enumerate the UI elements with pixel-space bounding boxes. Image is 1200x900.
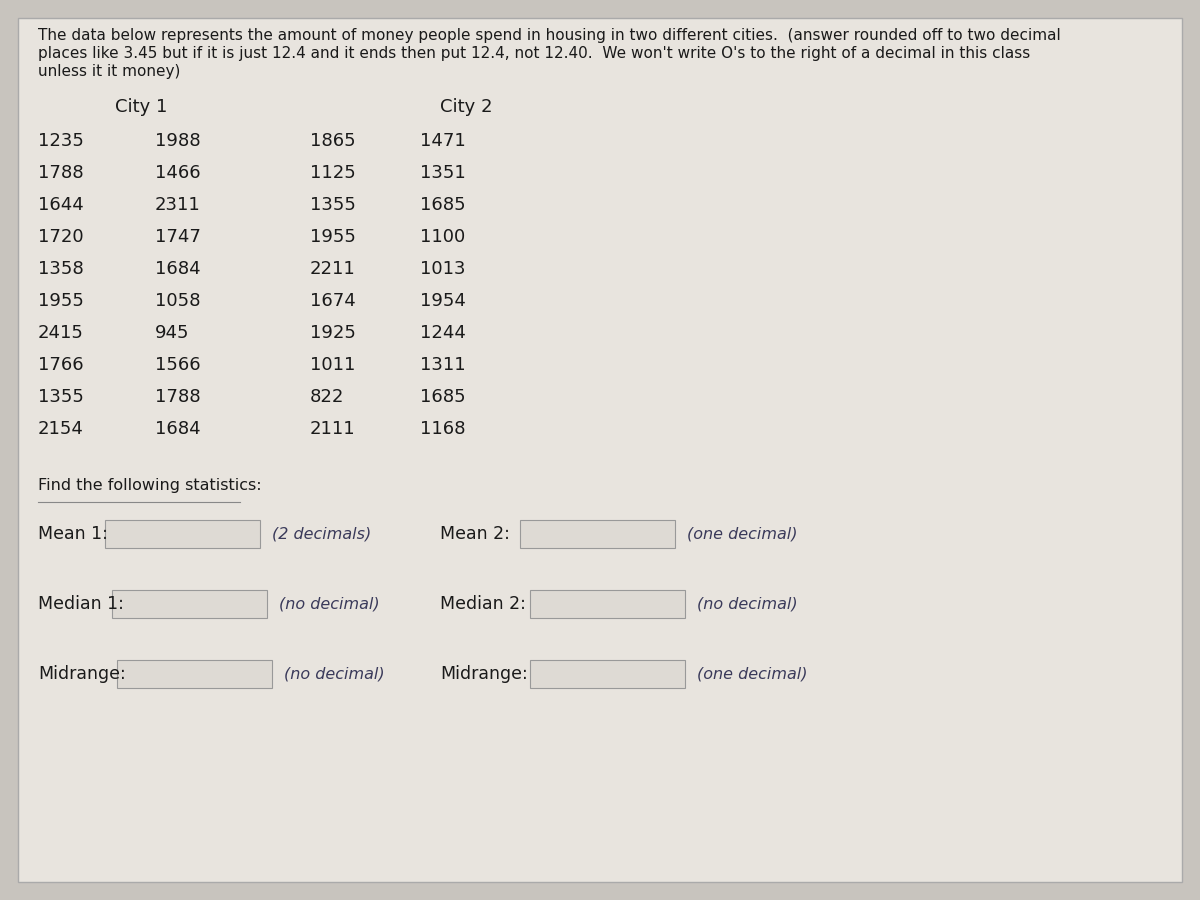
Text: (one decimal): (one decimal) — [697, 667, 808, 681]
Text: Median 2:: Median 2: — [440, 595, 526, 613]
Text: 2154: 2154 — [38, 420, 84, 438]
Text: 1355: 1355 — [310, 196, 356, 214]
Text: 2111: 2111 — [310, 420, 355, 438]
Text: 1471: 1471 — [420, 132, 466, 150]
Text: 1788: 1788 — [155, 388, 200, 406]
Text: 1058: 1058 — [155, 292, 200, 310]
Text: 1685: 1685 — [420, 196, 466, 214]
Text: 1125: 1125 — [310, 164, 355, 182]
Text: 2311: 2311 — [155, 196, 200, 214]
Bar — [112, 590, 266, 618]
Bar — [520, 520, 674, 548]
Text: (one decimal): (one decimal) — [686, 526, 798, 542]
Text: 1311: 1311 — [420, 356, 466, 374]
Text: 1466: 1466 — [155, 164, 200, 182]
Text: Median 1:: Median 1: — [38, 595, 124, 613]
Text: 1358: 1358 — [38, 260, 84, 278]
Text: City 1: City 1 — [115, 98, 167, 116]
Text: 1013: 1013 — [420, 260, 466, 278]
Text: 1954: 1954 — [420, 292, 466, 310]
Text: City 2: City 2 — [440, 98, 492, 116]
Text: 1925: 1925 — [310, 324, 356, 342]
Text: The data below represents the amount of money people spend in housing in two dif: The data below represents the amount of … — [38, 28, 1061, 43]
Text: 1684: 1684 — [155, 420, 200, 438]
Text: 2211: 2211 — [310, 260, 355, 278]
Text: 1955: 1955 — [310, 228, 356, 246]
Text: 1566: 1566 — [155, 356, 200, 374]
Bar — [118, 660, 272, 688]
Bar — [530, 590, 685, 618]
Text: places like 3.45 but if it is just 12.4 and it ends then put 12.4, not 12.40.  W: places like 3.45 but if it is just 12.4 … — [38, 46, 1031, 61]
Text: Mean 1:: Mean 1: — [38, 525, 108, 543]
Text: (2 decimals): (2 decimals) — [272, 526, 371, 542]
Text: 1720: 1720 — [38, 228, 84, 246]
Text: 1351: 1351 — [420, 164, 466, 182]
Bar — [530, 660, 685, 688]
Text: Mean 2:: Mean 2: — [440, 525, 510, 543]
Text: 1766: 1766 — [38, 356, 84, 374]
Text: 2415: 2415 — [38, 324, 84, 342]
Text: 1011: 1011 — [310, 356, 355, 374]
Text: 1235: 1235 — [38, 132, 84, 150]
Text: 1865: 1865 — [310, 132, 355, 150]
Text: 1747: 1747 — [155, 228, 200, 246]
Text: 1244: 1244 — [420, 324, 466, 342]
Text: 1168: 1168 — [420, 420, 466, 438]
Text: 1100: 1100 — [420, 228, 466, 246]
Text: Midrange:: Midrange: — [440, 665, 528, 683]
Text: unless it it money): unless it it money) — [38, 64, 180, 79]
Bar — [106, 520, 260, 548]
Text: 1988: 1988 — [155, 132, 200, 150]
Text: 1674: 1674 — [310, 292, 355, 310]
Text: 1684: 1684 — [155, 260, 200, 278]
Text: (no decimal): (no decimal) — [284, 667, 385, 681]
Text: 1685: 1685 — [420, 388, 466, 406]
Text: 1355: 1355 — [38, 388, 84, 406]
Text: (no decimal): (no decimal) — [278, 597, 379, 611]
Text: 1644: 1644 — [38, 196, 84, 214]
Text: 1788: 1788 — [38, 164, 84, 182]
Text: Find the following statistics:: Find the following statistics: — [38, 478, 262, 493]
Text: 1955: 1955 — [38, 292, 84, 310]
Text: 822: 822 — [310, 388, 344, 406]
Text: Midrange:: Midrange: — [38, 665, 126, 683]
Text: (no decimal): (no decimal) — [697, 597, 798, 611]
Text: 945: 945 — [155, 324, 190, 342]
